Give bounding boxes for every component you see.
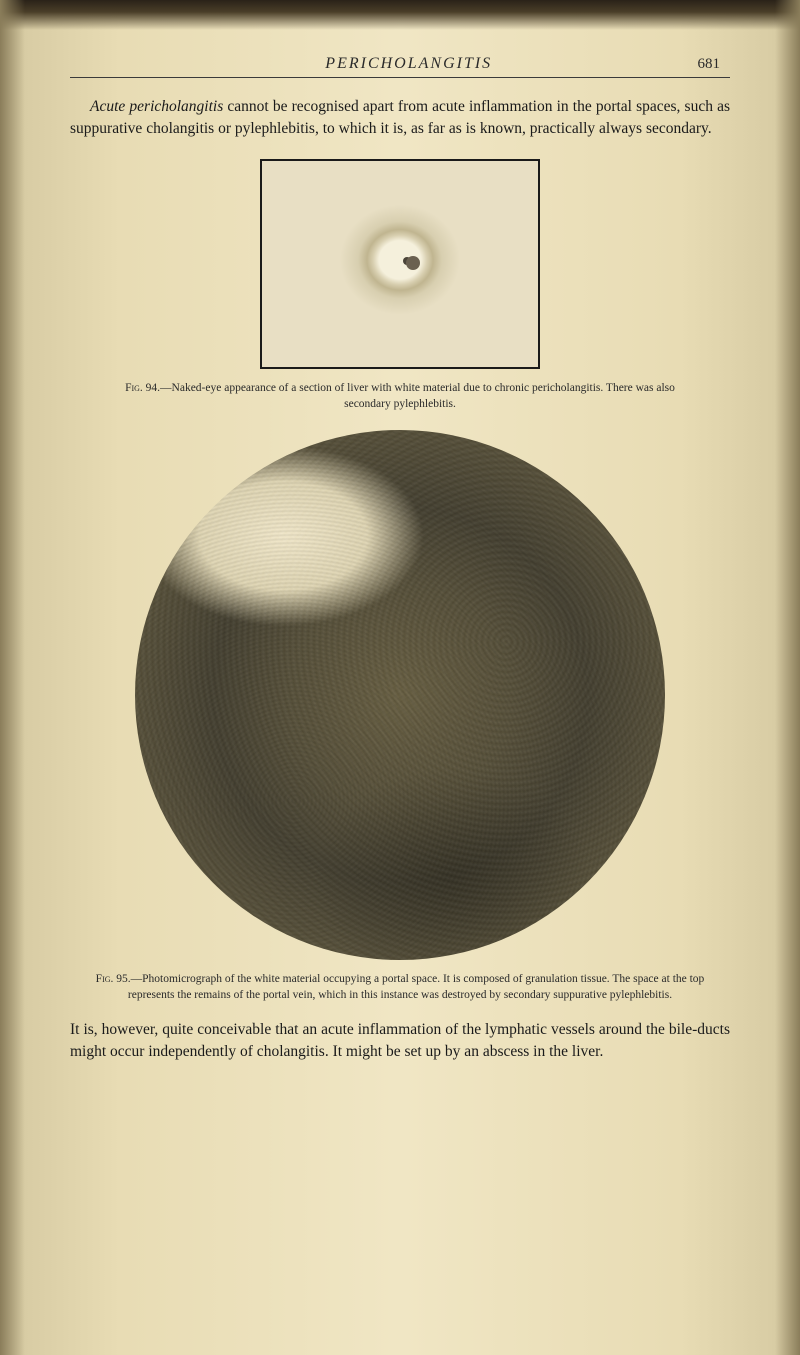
- header-rule: [70, 77, 730, 78]
- paragraph-1: Acute pericholangitis cannot be recognis…: [70, 96, 730, 139]
- page-header: PERICHOLANGITIS 681: [70, 55, 730, 73]
- paragraph-2-body: It is, however, quite conceivable that a…: [70, 1021, 730, 1060]
- figure-94-image: [260, 159, 540, 369]
- figure-94-container: Fig. 94.—Naked-eye appearance of a secti…: [70, 159, 730, 412]
- figure-94-caption-text: —Naked-eye appearance of a section of li…: [160, 382, 675, 410]
- paragraph-2: It is, however, quite conceivable that a…: [70, 1019, 730, 1062]
- figure-94-caption: Fig. 94.—Naked-eye appearance of a secti…: [70, 381, 730, 412]
- paragraph-1-lead-italic: Acute pericholangitis: [90, 98, 223, 115]
- figure-95-image: [135, 430, 665, 960]
- figure-95-caption: Fig. 95.—Photomicrograph of the white ma…: [70, 972, 730, 1003]
- figure-95-container: Fig. 95.—Photomicrograph of the white ma…: [70, 430, 730, 1003]
- figure-95-label: Fig. 95.: [96, 973, 131, 985]
- running-head-title: PERICHOLANGITIS: [120, 55, 698, 73]
- figure-95-caption-text: —Photomicrograph of the white material o…: [128, 973, 704, 1001]
- page-number: 681: [698, 56, 721, 73]
- page-content: PERICHOLANGITIS 681 Acute pericholangiti…: [0, 0, 800, 1123]
- figure-94-label: Fig. 94.: [125, 382, 160, 394]
